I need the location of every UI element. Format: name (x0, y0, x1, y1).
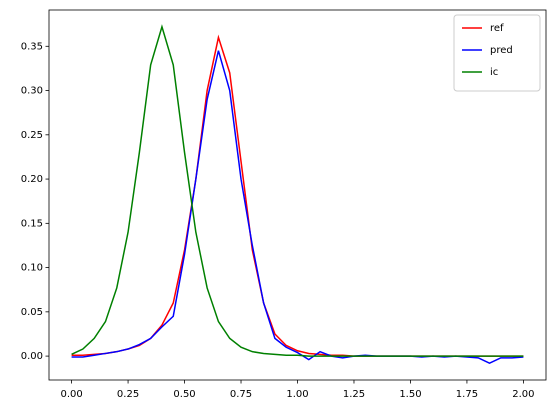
line-series (71, 24, 524, 357)
y-tick-label: 0.25 (21, 130, 43, 141)
legend-label: pred (490, 45, 513, 56)
x-tick-label: 2.00 (512, 389, 534, 400)
x-tick-label: 0.50 (173, 389, 195, 400)
x-tick-label: 0.00 (60, 389, 82, 400)
y-tick-label: 0.15 (21, 218, 43, 229)
y-tick-label: 0.35 (21, 41, 43, 52)
y-tick-label: 0.30 (21, 86, 43, 97)
legend-label: ref (490, 23, 504, 34)
line-series (71, 50, 524, 365)
y-tick-label: 0.20 (21, 174, 43, 185)
y-tick-label: 0.10 (21, 263, 43, 274)
x-tick-label: 1.00 (286, 389, 308, 400)
x-tick-label: 0.75 (230, 389, 252, 400)
legend-label: ic (490, 67, 498, 78)
x-tick-label: 1.75 (456, 389, 478, 400)
y-tick-label: 0.00 (21, 351, 43, 362)
x-tick-label: 0.25 (117, 389, 139, 400)
x-tick-label: 1.25 (343, 389, 365, 400)
y-tick-label: 0.05 (21, 307, 43, 318)
x-tick-label: 1.50 (399, 389, 421, 400)
